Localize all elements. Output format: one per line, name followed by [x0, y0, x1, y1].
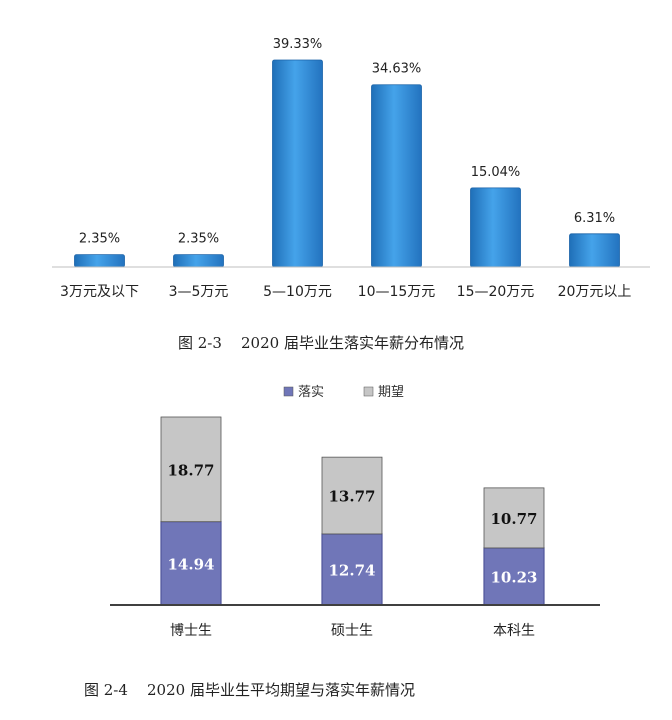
- legend-swatch: [283, 386, 294, 397]
- expected-vs-actual-salary-chart: 落实 期望 14.94 18.77 12.74 13.77 10.23 10.77 博士生 硕…: [110, 384, 600, 639]
- x-tick-label: 20万元以上: [558, 284, 632, 300]
- legend-label: 落实: [298, 385, 324, 400]
- data-label: 2.35%: [178, 232, 219, 247]
- data-label: 12.74: [329, 561, 376, 579]
- data-label: 34.63%: [372, 62, 422, 77]
- data-label: 39.33%: [273, 37, 323, 52]
- data-label: 13.77: [329, 488, 376, 506]
- x-tick-label: 15—20万元: [457, 284, 535, 300]
- x-tick-label: 本科生: [493, 623, 535, 639]
- stack-segment-expected: [160, 416, 222, 523]
- bar-3: [272, 59, 323, 268]
- stack-segment-expected: [483, 487, 545, 549]
- stack-segment-expected: [321, 456, 383, 535]
- figure-caption-2-4: 图 2-4 2020 届毕业生平均期望与落实年薪情况: [84, 681, 415, 699]
- bar-2: [173, 254, 224, 268]
- data-label: 14.94: [168, 555, 215, 573]
- bar-5: [470, 187, 521, 268]
- bar-6: [569, 233, 620, 268]
- x-tick-label: 博士生: [170, 622, 212, 639]
- bar-1: [74, 254, 125, 268]
- legend: 落实 期望: [283, 384, 404, 400]
- x-tick-label: 5—10万元: [263, 284, 332, 300]
- x-tick-label: 3—5万元: [169, 284, 229, 300]
- salary-distribution-chart: 2.35% 2.35% 39.33% 34.63% 15.04% 6.31% 3万元及以下…: [52, 37, 650, 300]
- x-tick-label: 3万元及以下: [60, 284, 139, 300]
- data-label: 15.04%: [471, 165, 521, 180]
- data-label: 6.31%: [574, 211, 615, 226]
- legend-swatch: [363, 386, 374, 397]
- x-tick-label: 硕士生: [331, 623, 373, 639]
- figure-caption-2-3: 图 2-3 2020 届毕业生落实年薪分布情况: [178, 334, 464, 352]
- x-tick-label: 10—15万元: [358, 284, 436, 300]
- bar-4: [371, 84, 422, 268]
- data-label: 10.23: [491, 568, 538, 586]
- legend-label: 期望: [378, 384, 404, 400]
- data-label: 2.35%: [79, 232, 120, 247]
- stack-segment-actual: [483, 547, 545, 606]
- data-label: 10.77: [491, 510, 538, 528]
- data-label: 18.77: [168, 461, 215, 479]
